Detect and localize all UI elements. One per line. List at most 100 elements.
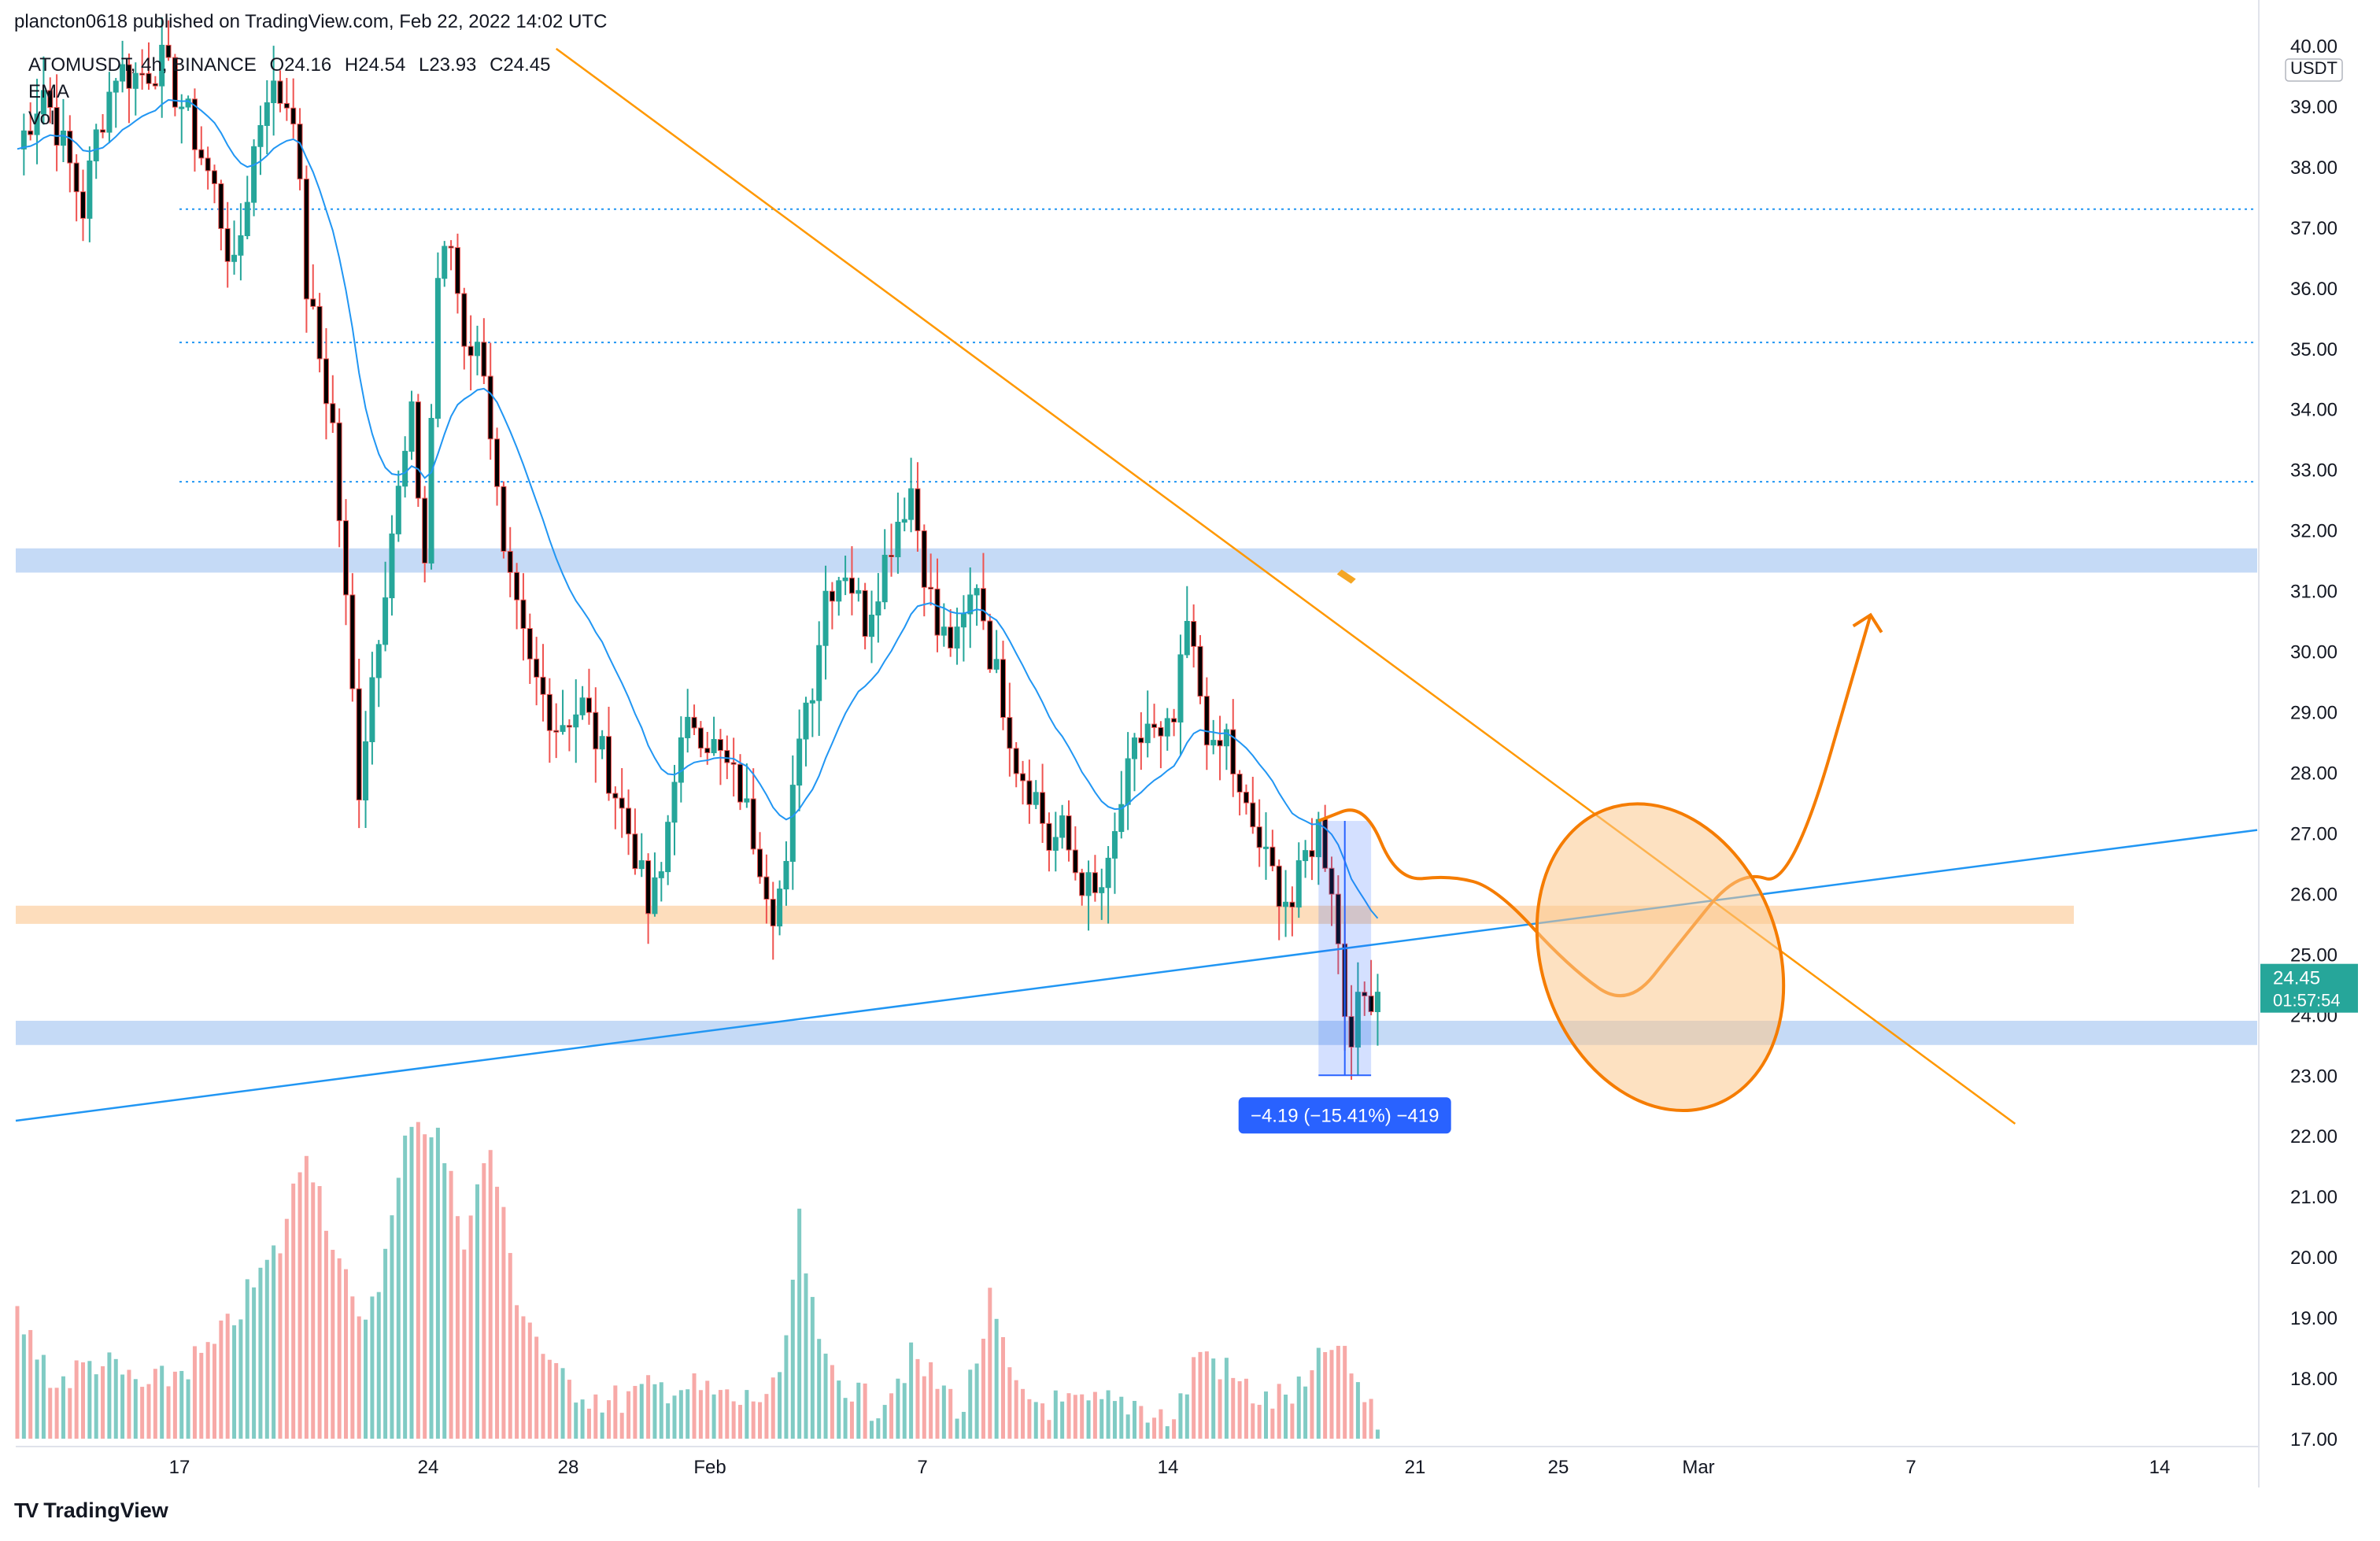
volume-bar xyxy=(882,1405,887,1439)
candle-body xyxy=(159,44,165,87)
candlesticks xyxy=(20,17,1380,1080)
volume-bar xyxy=(1099,1399,1104,1439)
candle-body xyxy=(619,797,625,809)
volume-bar xyxy=(547,1359,552,1439)
volume-bar xyxy=(1133,1400,1136,1439)
ema-legend[interactable]: EMA xyxy=(28,81,70,102)
candle-body xyxy=(120,64,126,82)
candle-body xyxy=(277,80,283,104)
candle-body xyxy=(1105,857,1111,889)
volume-bar xyxy=(475,1184,479,1439)
candle-body xyxy=(54,107,60,146)
volume-bar xyxy=(856,1382,861,1439)
candle-body xyxy=(1072,849,1078,874)
publish-header: plancton0618 published on TradingView.co… xyxy=(14,11,608,32)
measure-label-bg xyxy=(1238,1097,1451,1134)
volume-bar xyxy=(423,1134,427,1439)
volume-bar xyxy=(981,1338,985,1439)
price-tick: 25.00 xyxy=(2290,944,2338,966)
time-axis[interactable]: 17 24 28 Feb 7 14 21 25 Mar 7 14 xyxy=(169,1457,2171,1478)
time-tick: 24 xyxy=(418,1457,439,1478)
candle-body xyxy=(856,589,862,594)
volume-bar xyxy=(403,1135,408,1439)
volume-bar xyxy=(705,1380,710,1439)
vol-legend[interactable]: Vol xyxy=(28,108,55,129)
volume-bar xyxy=(205,1342,210,1439)
candle-body xyxy=(645,860,652,915)
volume-bar xyxy=(501,1207,506,1439)
volume-bar xyxy=(974,1363,979,1439)
volume-bar xyxy=(252,1287,257,1439)
volume-bar xyxy=(264,1259,269,1439)
volume-bar xyxy=(586,1408,591,1439)
volume-bar xyxy=(1139,1406,1144,1439)
volume-bar xyxy=(153,1369,157,1439)
candle-body xyxy=(1374,992,1380,1012)
volume-bar xyxy=(711,1394,716,1439)
volume-bar xyxy=(199,1352,204,1439)
time-tick: 28 xyxy=(558,1457,579,1478)
candle-body xyxy=(626,807,632,835)
candle-body xyxy=(750,798,756,850)
price-tick: 40.00 xyxy=(2290,36,2338,57)
volume-bar xyxy=(896,1378,900,1439)
volume-bar xyxy=(554,1362,559,1439)
volume-bar xyxy=(738,1405,742,1439)
candle-body xyxy=(172,57,178,108)
volume-bar xyxy=(1060,1401,1065,1439)
volume-bar xyxy=(1296,1376,1301,1439)
candle-body xyxy=(960,613,966,628)
candle-body xyxy=(829,590,835,602)
volume-bar xyxy=(357,1316,361,1439)
candle-body xyxy=(1263,846,1269,849)
candle-body xyxy=(422,497,428,564)
candle-body xyxy=(704,748,711,753)
candle-body xyxy=(987,620,993,670)
candle-body xyxy=(448,246,454,249)
candle-body xyxy=(1171,718,1177,722)
candle-body xyxy=(803,702,809,740)
volume-bar xyxy=(370,1296,375,1439)
volume-bar xyxy=(961,1411,966,1439)
volume-bar xyxy=(1375,1429,1380,1439)
volume-bar xyxy=(849,1401,854,1439)
volume-bar xyxy=(1053,1390,1058,1439)
volume-bar xyxy=(1073,1395,1077,1439)
volume-bar xyxy=(1152,1417,1157,1439)
open-value: O24.16 xyxy=(269,54,332,76)
price-tick: 32.00 xyxy=(2290,521,2338,542)
candle-body xyxy=(468,346,474,357)
currency-box[interactable] xyxy=(2285,58,2343,82)
price-tick: 39.00 xyxy=(2290,97,2338,118)
candle-body xyxy=(487,375,493,440)
volume-bar xyxy=(837,1380,841,1439)
candle-body xyxy=(507,551,513,573)
candle-body xyxy=(553,730,560,733)
price-axis[interactable]: 40.00 39.00 38.00 37.00 36.00 35.00 34.00 33.00… xyxy=(2260,36,2358,1450)
volume-bar xyxy=(889,1393,894,1439)
price-tick: 26.00 xyxy=(2290,884,2338,905)
candle-body xyxy=(993,659,1000,670)
volume-bar xyxy=(1066,1393,1071,1439)
currency-label[interactable]: USDT xyxy=(2290,58,2338,78)
candle-body xyxy=(921,530,927,588)
volume-bar xyxy=(1040,1403,1045,1439)
volume-bar xyxy=(797,1208,802,1439)
candle-body xyxy=(454,247,460,294)
volume-bar xyxy=(1251,1403,1255,1439)
footer-brand[interactable]: TV TradingView xyxy=(14,1499,168,1523)
candle-body xyxy=(356,688,362,800)
time-tick: 7 xyxy=(1905,1457,1916,1478)
volume-bar xyxy=(94,1374,98,1439)
symbol-label[interactable]: ATOMUSDT, 4h, BINANCE xyxy=(28,54,257,76)
price-tick: 37.00 xyxy=(2290,218,2338,239)
volume-bar xyxy=(771,1377,775,1439)
candle-body xyxy=(869,615,874,637)
candle-body xyxy=(1151,723,1158,728)
volume-bar xyxy=(646,1375,651,1439)
candle-body xyxy=(1191,621,1197,647)
candle-body xyxy=(179,106,185,109)
candle-body xyxy=(1223,729,1229,747)
volume-bar xyxy=(48,1388,53,1439)
